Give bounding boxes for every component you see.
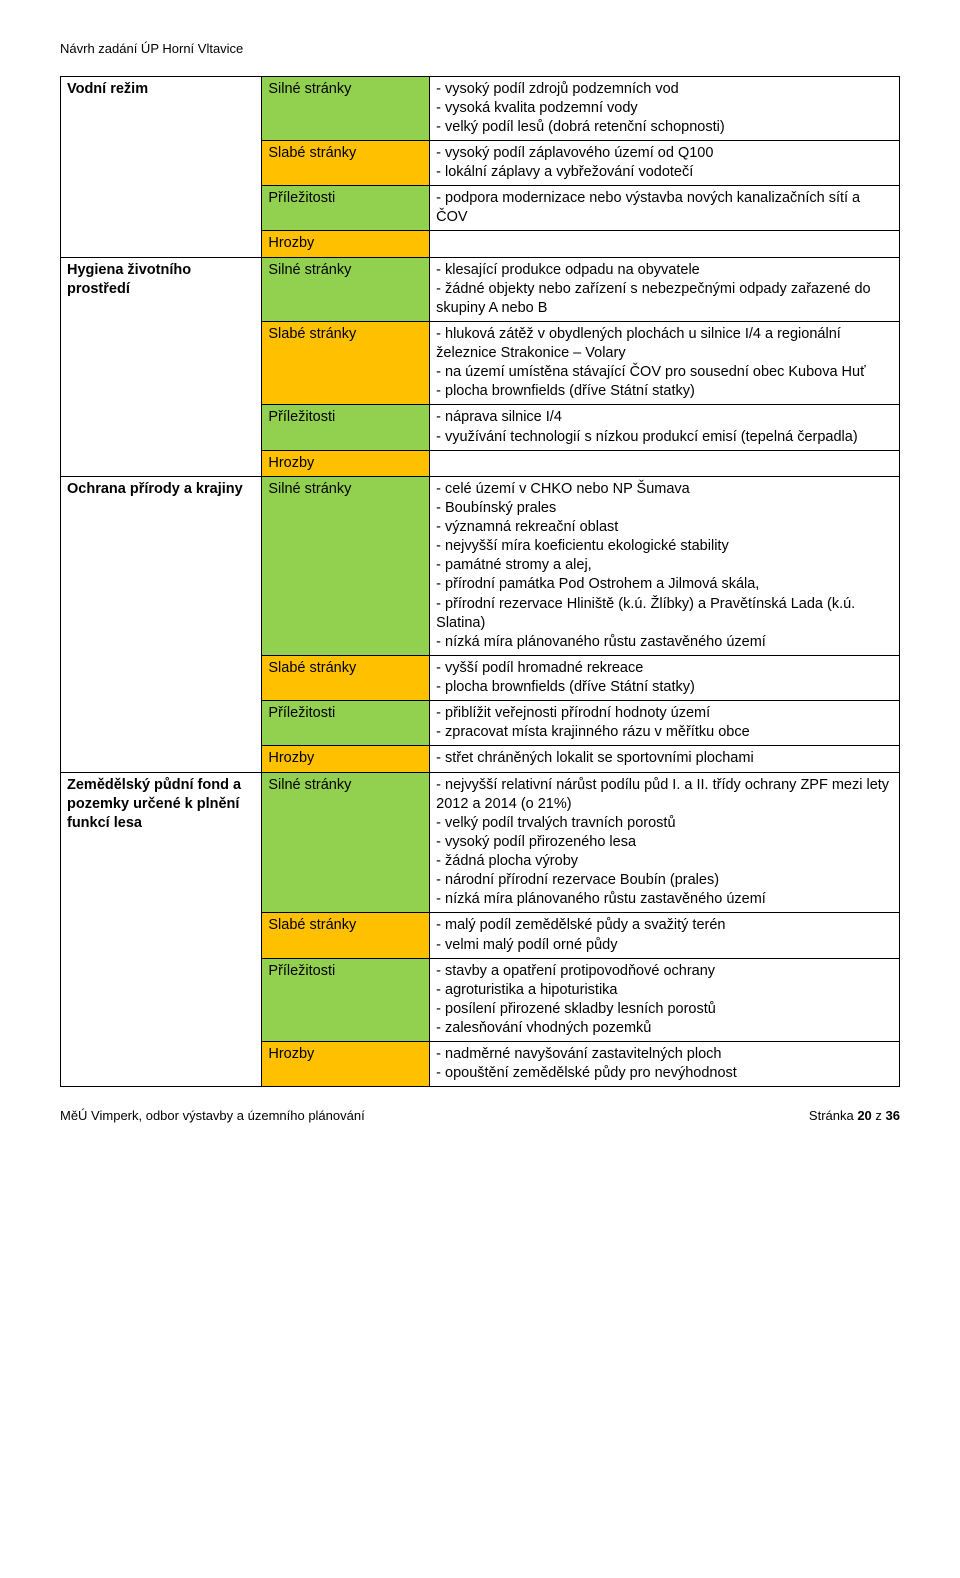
swot-table: Vodní režim Silné stránky - vysoký podíl… (60, 76, 900, 1088)
aspect-label: Slabé stránky (262, 655, 430, 700)
topic-zemedelsky: Zemědělský půdní fond a pozemky určené k… (61, 772, 262, 1087)
cell-content: - celé území v CHKO nebo NP Šumava- Boub… (430, 476, 900, 655)
cell-content (430, 450, 900, 476)
aspect-label: Hrozby (262, 231, 430, 257)
aspect-label: Hrozby (262, 746, 430, 772)
cell-content: - nadměrné navyšování zastavitelných plo… (430, 1042, 900, 1087)
cell-content: - vysoký podíl záplavového území od Q100… (430, 140, 900, 185)
cell-content: - hluková zátěž v obydlených plochách u … (430, 321, 900, 405)
aspect-label: Slabé stránky (262, 913, 430, 958)
aspect-label: Hrozby (262, 1042, 430, 1087)
topic-hygiena: Hygiena životního prostředí (61, 257, 262, 476)
cell-content: - přiblížit veřejnosti přírodní hodnoty … (430, 701, 900, 746)
cell-content: - vyšší podíl hromadné rekreace- plocha … (430, 655, 900, 700)
topic-vodni-rezim: Vodní režim (61, 76, 262, 257)
aspect-label: Příležitosti (262, 958, 430, 1042)
cell-content: - vysoký podíl zdrojů podzemních vod- vy… (430, 76, 900, 140)
cell-content (430, 231, 900, 257)
topic-ochrana: Ochrana přírody a krajiny (61, 476, 262, 772)
document-header: Návrh zadání ÚP Horní Vltavice (60, 40, 900, 58)
footer-mid: z (872, 1108, 886, 1123)
cell-content: - malý podíl zemědělské půdy a svažitý t… (430, 913, 900, 958)
footer-total: 36 (886, 1108, 900, 1123)
aspect-label: Příležitosti (262, 701, 430, 746)
cell-content: - nejvyšší relativní nárůst podílu půd I… (430, 772, 900, 913)
aspect-label: Hrozby (262, 450, 430, 476)
cell-content: - stavby a opatření protipovodňové ochra… (430, 958, 900, 1042)
aspect-label: Silné stránky (262, 772, 430, 913)
cell-content: - náprava silnice I/4- využívání technol… (430, 405, 900, 450)
aspect-label: Slabé stránky (262, 321, 430, 405)
cell-content: - klesající produkce odpadu na obyvatele… (430, 257, 900, 321)
document-footer: MěÚ Vimperk, odbor výstavby a územního p… (60, 1107, 900, 1125)
aspect-label: Slabé stránky (262, 140, 430, 185)
cell-content: - podpora modernizace nebo výstavba nový… (430, 186, 900, 231)
aspect-label: Silné stránky (262, 257, 430, 321)
aspect-label: Silné stránky (262, 476, 430, 655)
aspect-label: Příležitosti (262, 186, 430, 231)
cell-content: - střet chráněných lokalit se sportovním… (430, 746, 900, 772)
aspect-label: Příležitosti (262, 405, 430, 450)
footer-page: 20 (857, 1108, 871, 1123)
footer-right: Stránka 20 z 36 (809, 1107, 900, 1125)
footer-prefix: Stránka (809, 1108, 857, 1123)
footer-left: MěÚ Vimperk, odbor výstavby a územního p… (60, 1107, 365, 1125)
aspect-label: Silné stránky (262, 76, 430, 140)
